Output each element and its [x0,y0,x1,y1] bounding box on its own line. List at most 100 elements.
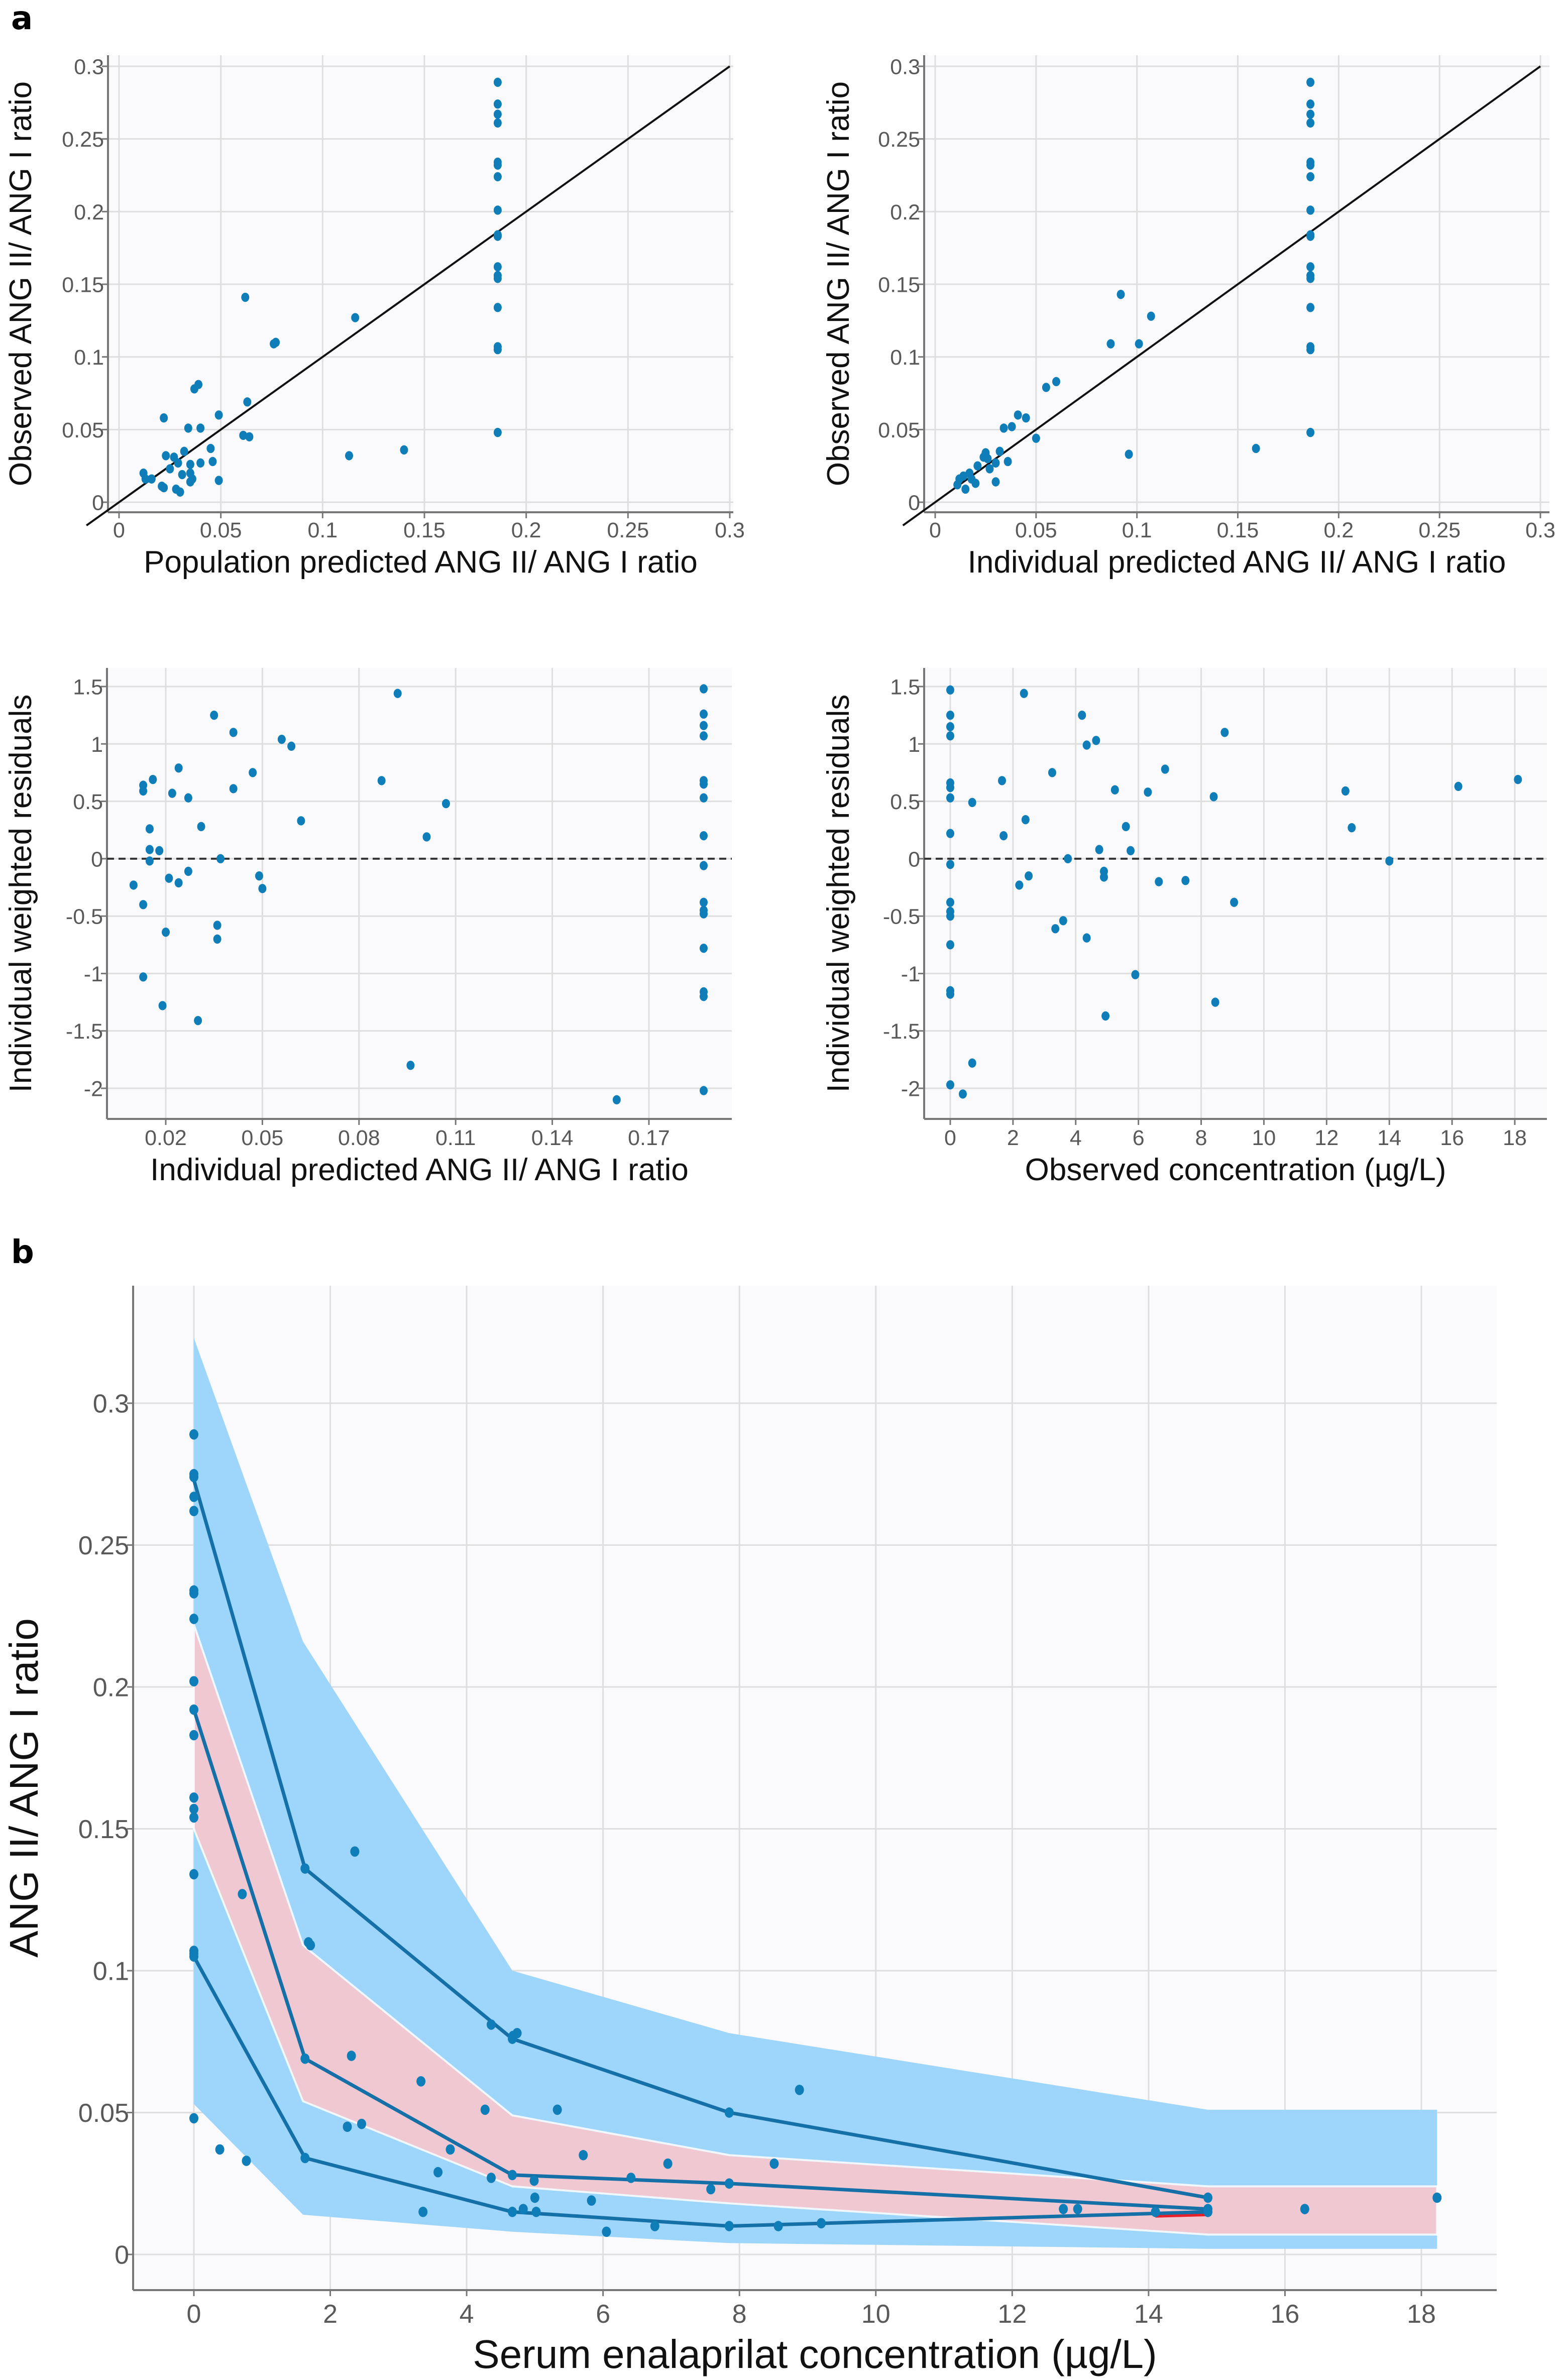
data-point [724,2107,734,2118]
data-point [147,474,156,484]
x-tick-label: 0.05 [1015,518,1057,542]
data-point [189,1951,198,1962]
data-point [1022,413,1030,423]
data-point [210,710,218,720]
data-point [141,474,150,484]
data-point [189,1429,198,1440]
x-tick-label: 0.05 [242,1126,284,1150]
data-point [486,2019,496,2030]
data-point [769,2158,779,2169]
x-tick-label: 0.25 [607,518,649,542]
data-point [139,786,148,796]
y-tick-label: 0.15 [878,273,920,297]
data-point [1059,2204,1068,2214]
data-point [552,2104,562,2115]
prediction-band [193,1624,1438,2236]
data-point [946,829,954,838]
data-point [493,160,502,170]
x-tick-label: 14 [1377,1126,1401,1150]
data-point [946,860,954,869]
data-point [1306,77,1315,87]
data-point [416,2076,426,2087]
data-point [189,1803,198,1815]
y-tick-label: 0 [908,847,920,871]
x-tick-label: 0.14 [531,1126,574,1150]
chart-3: 0 2 4 6 8 10 12 14 16 18 -2 -1.5 -1 -0.5 0 0.5 1 1.5 Obser… [821,668,1547,1187]
x-tick-label: 14 [1134,2300,1163,2329]
data-point [493,172,502,182]
data-point [189,1492,198,1502]
x-tick-label: 0 [187,2300,201,2329]
chart-2: 0.02 0.05 0.08 0.11 0.14 0.17 -2 -1.5 -1 -0.5 0 0.5… [4,668,732,1187]
data-point [1300,2204,1309,2214]
data-point [213,921,221,930]
data-point [999,423,1008,433]
data-point [229,784,238,794]
data-point [1454,781,1463,791]
y-axis-title: Individual weighted residuals [821,695,856,1093]
data-point [433,2167,443,2178]
data-point [1117,290,1125,299]
data-point [700,793,708,803]
data-point [422,832,431,842]
x-axis-title: Individual predicted ANG II/ ANG I ratio [150,1153,689,1187]
x-tick-label: 0.11 [435,1126,476,1150]
x-tick-label: 6 [1133,1126,1145,1150]
y-tick-label: 0.15 [62,273,104,297]
data-point [149,774,157,784]
data-point [347,2051,356,2061]
data-point [946,940,954,950]
data-point [493,118,502,128]
data-point [700,709,708,719]
data-point [239,430,248,440]
data-point [961,484,970,494]
data-point [277,734,286,744]
data-point [145,845,154,854]
data-point [480,2104,490,2115]
data-point [700,1086,708,1095]
data-point [1021,815,1030,825]
y-tick-label: 0 [115,2241,129,2270]
y-tick-label: 0 [92,491,104,515]
data-point [1106,339,1115,349]
data-point [579,2149,588,2161]
data-point [350,1846,360,1857]
y-tick-label: -2 [901,1077,920,1101]
data-point [958,1089,967,1099]
data-point [174,458,182,468]
data-point [1306,205,1315,215]
x-tick-label: 0.17 [628,1126,670,1150]
data-point [174,763,183,773]
data-point [724,2178,734,2189]
data-point [1020,689,1028,698]
data-point [700,861,708,870]
data-point [529,2175,539,2186]
data-point [998,776,1007,785]
data-point [1073,2204,1082,2214]
data-point [700,943,708,953]
y-tick-label: -1 [901,962,920,986]
data-point [258,884,267,893]
data-point [238,1889,247,1899]
y-tick-label: 0.25 [878,128,920,152]
data-point [493,232,502,241]
data-point [700,909,708,919]
chart-4: 0 2 4 6 8 10 12 14 16 18 0 0.05 0.1 0.15 0.2 0.25 0.3 Ser… [2,1286,1497,2376]
data-point [1220,728,1229,737]
data-point [946,897,954,907]
y-tick-label: 0.1 [74,346,104,370]
data-point [160,483,168,493]
data-point [493,99,502,109]
data-point [1042,383,1050,392]
data-point [189,1614,198,1624]
data-point [700,684,708,694]
data-point [1099,872,1108,882]
x-axis-title: Serum enalaprilat concentration (µg/L) [473,2332,1157,2376]
x-tick-label: 0 [113,518,125,542]
data-point [1203,2206,1213,2217]
y-axis-title: Observed ANG II/ ANG I ratio [821,81,856,486]
data-point [1348,823,1356,833]
data-point [991,458,1000,468]
x-axis-title: Observed concentration (µg/L) [1025,1153,1446,1187]
